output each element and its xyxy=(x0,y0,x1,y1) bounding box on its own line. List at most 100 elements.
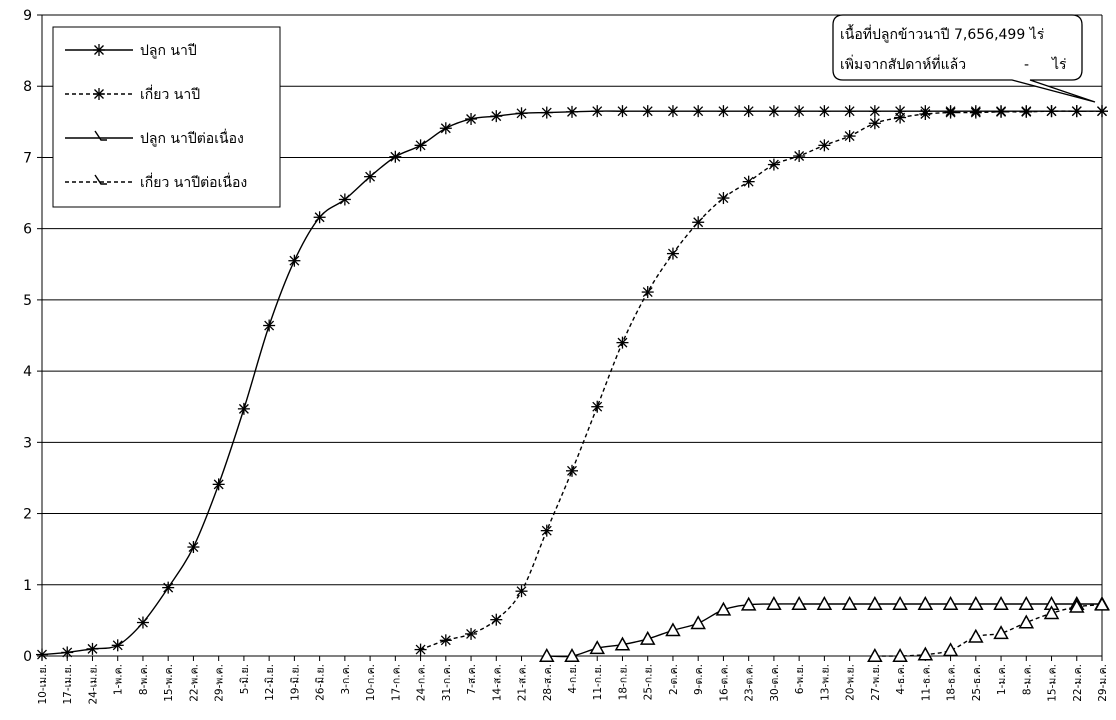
data-point xyxy=(162,581,175,594)
data-point xyxy=(641,286,654,299)
marker-stroke xyxy=(87,643,98,654)
marker-stroke xyxy=(440,635,451,646)
marker-stroke xyxy=(693,106,704,117)
callout-line2-unit: ไร่ xyxy=(1051,56,1067,73)
marker-stroke xyxy=(390,151,401,162)
legend-marker xyxy=(94,130,107,141)
x-tick-label: 13-พ.ย. xyxy=(819,664,831,701)
marker-triangle xyxy=(538,647,555,662)
marker-stroke xyxy=(137,617,148,628)
x-tick-label: 17-เม.ย. xyxy=(62,664,74,705)
marker-triangle xyxy=(1018,595,1035,610)
marker-triangle xyxy=(942,642,959,657)
marker-stroke xyxy=(1071,106,1082,117)
marker-stroke xyxy=(819,140,830,151)
x-tick-label: 26-มิ.ย. xyxy=(315,664,327,701)
callout-box xyxy=(832,14,1096,103)
marker-stroke xyxy=(920,109,931,119)
marker-stroke xyxy=(1046,106,1057,117)
x-tick-label: 18-ธ.ค. xyxy=(946,664,958,701)
marker-stroke xyxy=(415,140,426,151)
data-point xyxy=(566,105,578,118)
data-point xyxy=(942,642,959,657)
data-point xyxy=(439,634,452,647)
marker-stroke xyxy=(188,542,199,552)
data-point xyxy=(616,336,629,349)
x-tick-label: 15-พ.ค. xyxy=(163,664,175,702)
marker-triangle xyxy=(993,595,1009,610)
x-tick-label: 24-ก.ค. xyxy=(416,664,428,701)
data-point xyxy=(995,105,1008,118)
data-point xyxy=(742,105,755,118)
marker-stroke xyxy=(112,640,123,651)
marker-stroke xyxy=(592,106,603,117)
marker-stroke xyxy=(794,106,805,117)
data-point xyxy=(692,216,705,229)
x-tick-label: 2-ต.ค. xyxy=(668,664,680,695)
marker-stroke xyxy=(491,111,502,122)
data-point xyxy=(1068,598,1085,613)
x-tick-label: 4-ธ.ค. xyxy=(895,664,907,695)
data-point xyxy=(490,613,503,626)
data-point xyxy=(414,643,427,656)
legend-marker-shape xyxy=(94,130,107,141)
x-tick-label: 6-พ.ย. xyxy=(794,664,806,694)
data-point xyxy=(465,627,478,640)
data-point xyxy=(564,647,580,662)
data-point xyxy=(1018,595,1035,610)
data-point xyxy=(490,110,503,123)
data-point xyxy=(892,595,908,610)
data-point xyxy=(867,647,883,662)
x-tick-label: 11-ก.ย. xyxy=(592,664,604,700)
x-tick-label: 25-ธ.ค. xyxy=(971,664,983,701)
data-point xyxy=(818,105,831,118)
y-tick-label: 2 xyxy=(23,507,32,523)
x-tick-label: 1-ม.ค. xyxy=(996,664,1008,695)
marker-triangle xyxy=(1094,596,1110,611)
callout-line2-label: เพิ่มจากสัปดาห์ที่แล้ว xyxy=(840,55,966,73)
x-tick-label: 29-พ.ค. xyxy=(214,664,226,702)
data-point xyxy=(894,111,907,124)
marker-stroke xyxy=(567,465,577,476)
data-point xyxy=(665,622,681,637)
legend: ปลูก นาปีเกี่ยว นาปีปลูก นาปีต่อเนื่องเก… xyxy=(52,26,281,208)
marker-stroke xyxy=(491,614,502,625)
data-point xyxy=(591,105,604,118)
data-point xyxy=(740,596,757,611)
marker-stroke xyxy=(945,107,956,118)
data-point xyxy=(187,541,200,554)
data-point xyxy=(742,175,755,188)
data-point xyxy=(892,647,908,662)
data-point xyxy=(767,105,780,118)
marker-stroke xyxy=(314,212,325,223)
data-point xyxy=(641,105,654,118)
marker-stroke xyxy=(743,106,754,117)
marker-stroke xyxy=(693,217,704,228)
data-point xyxy=(917,595,934,610)
axes: 0 1 2 3 4 5 6 7 8 9 10-เม.ย. 17-เม.ย. 24-เม.ย. 1-พ.ค.… xyxy=(23,8,1109,705)
x-tick-label: 20-พ.ย. xyxy=(845,664,857,701)
series-line xyxy=(420,110,1102,651)
x-tick-label: 7-ส.ค. xyxy=(466,664,478,695)
x-tick-label: 4-ก.ย. xyxy=(567,664,579,694)
data-point xyxy=(715,601,732,616)
x-tick-label: 25-ก.ย. xyxy=(643,664,655,700)
x-tick-label: 19-มิ.ย. xyxy=(289,664,301,701)
data-point xyxy=(767,158,780,171)
x-tick-label: 11-ธ.ค. xyxy=(920,664,932,701)
marker-stroke xyxy=(466,628,477,639)
marker-stroke xyxy=(289,255,300,266)
marker-stroke xyxy=(617,337,628,348)
x-tick-label: 16-ต.ค. xyxy=(718,664,730,702)
marker-triangle xyxy=(841,595,858,610)
data-point xyxy=(111,639,124,652)
marker-stroke xyxy=(567,106,577,117)
marker-stroke xyxy=(970,107,981,118)
data-point xyxy=(968,595,984,610)
data-point xyxy=(414,139,427,152)
y-tick-label: 7 xyxy=(23,150,32,166)
y-tick-label: 5 xyxy=(23,293,32,309)
y-tick-label: 3 xyxy=(23,435,32,451)
x-tick-label: 22-ม.ค. xyxy=(1072,664,1084,702)
marker-triangle xyxy=(867,647,883,662)
